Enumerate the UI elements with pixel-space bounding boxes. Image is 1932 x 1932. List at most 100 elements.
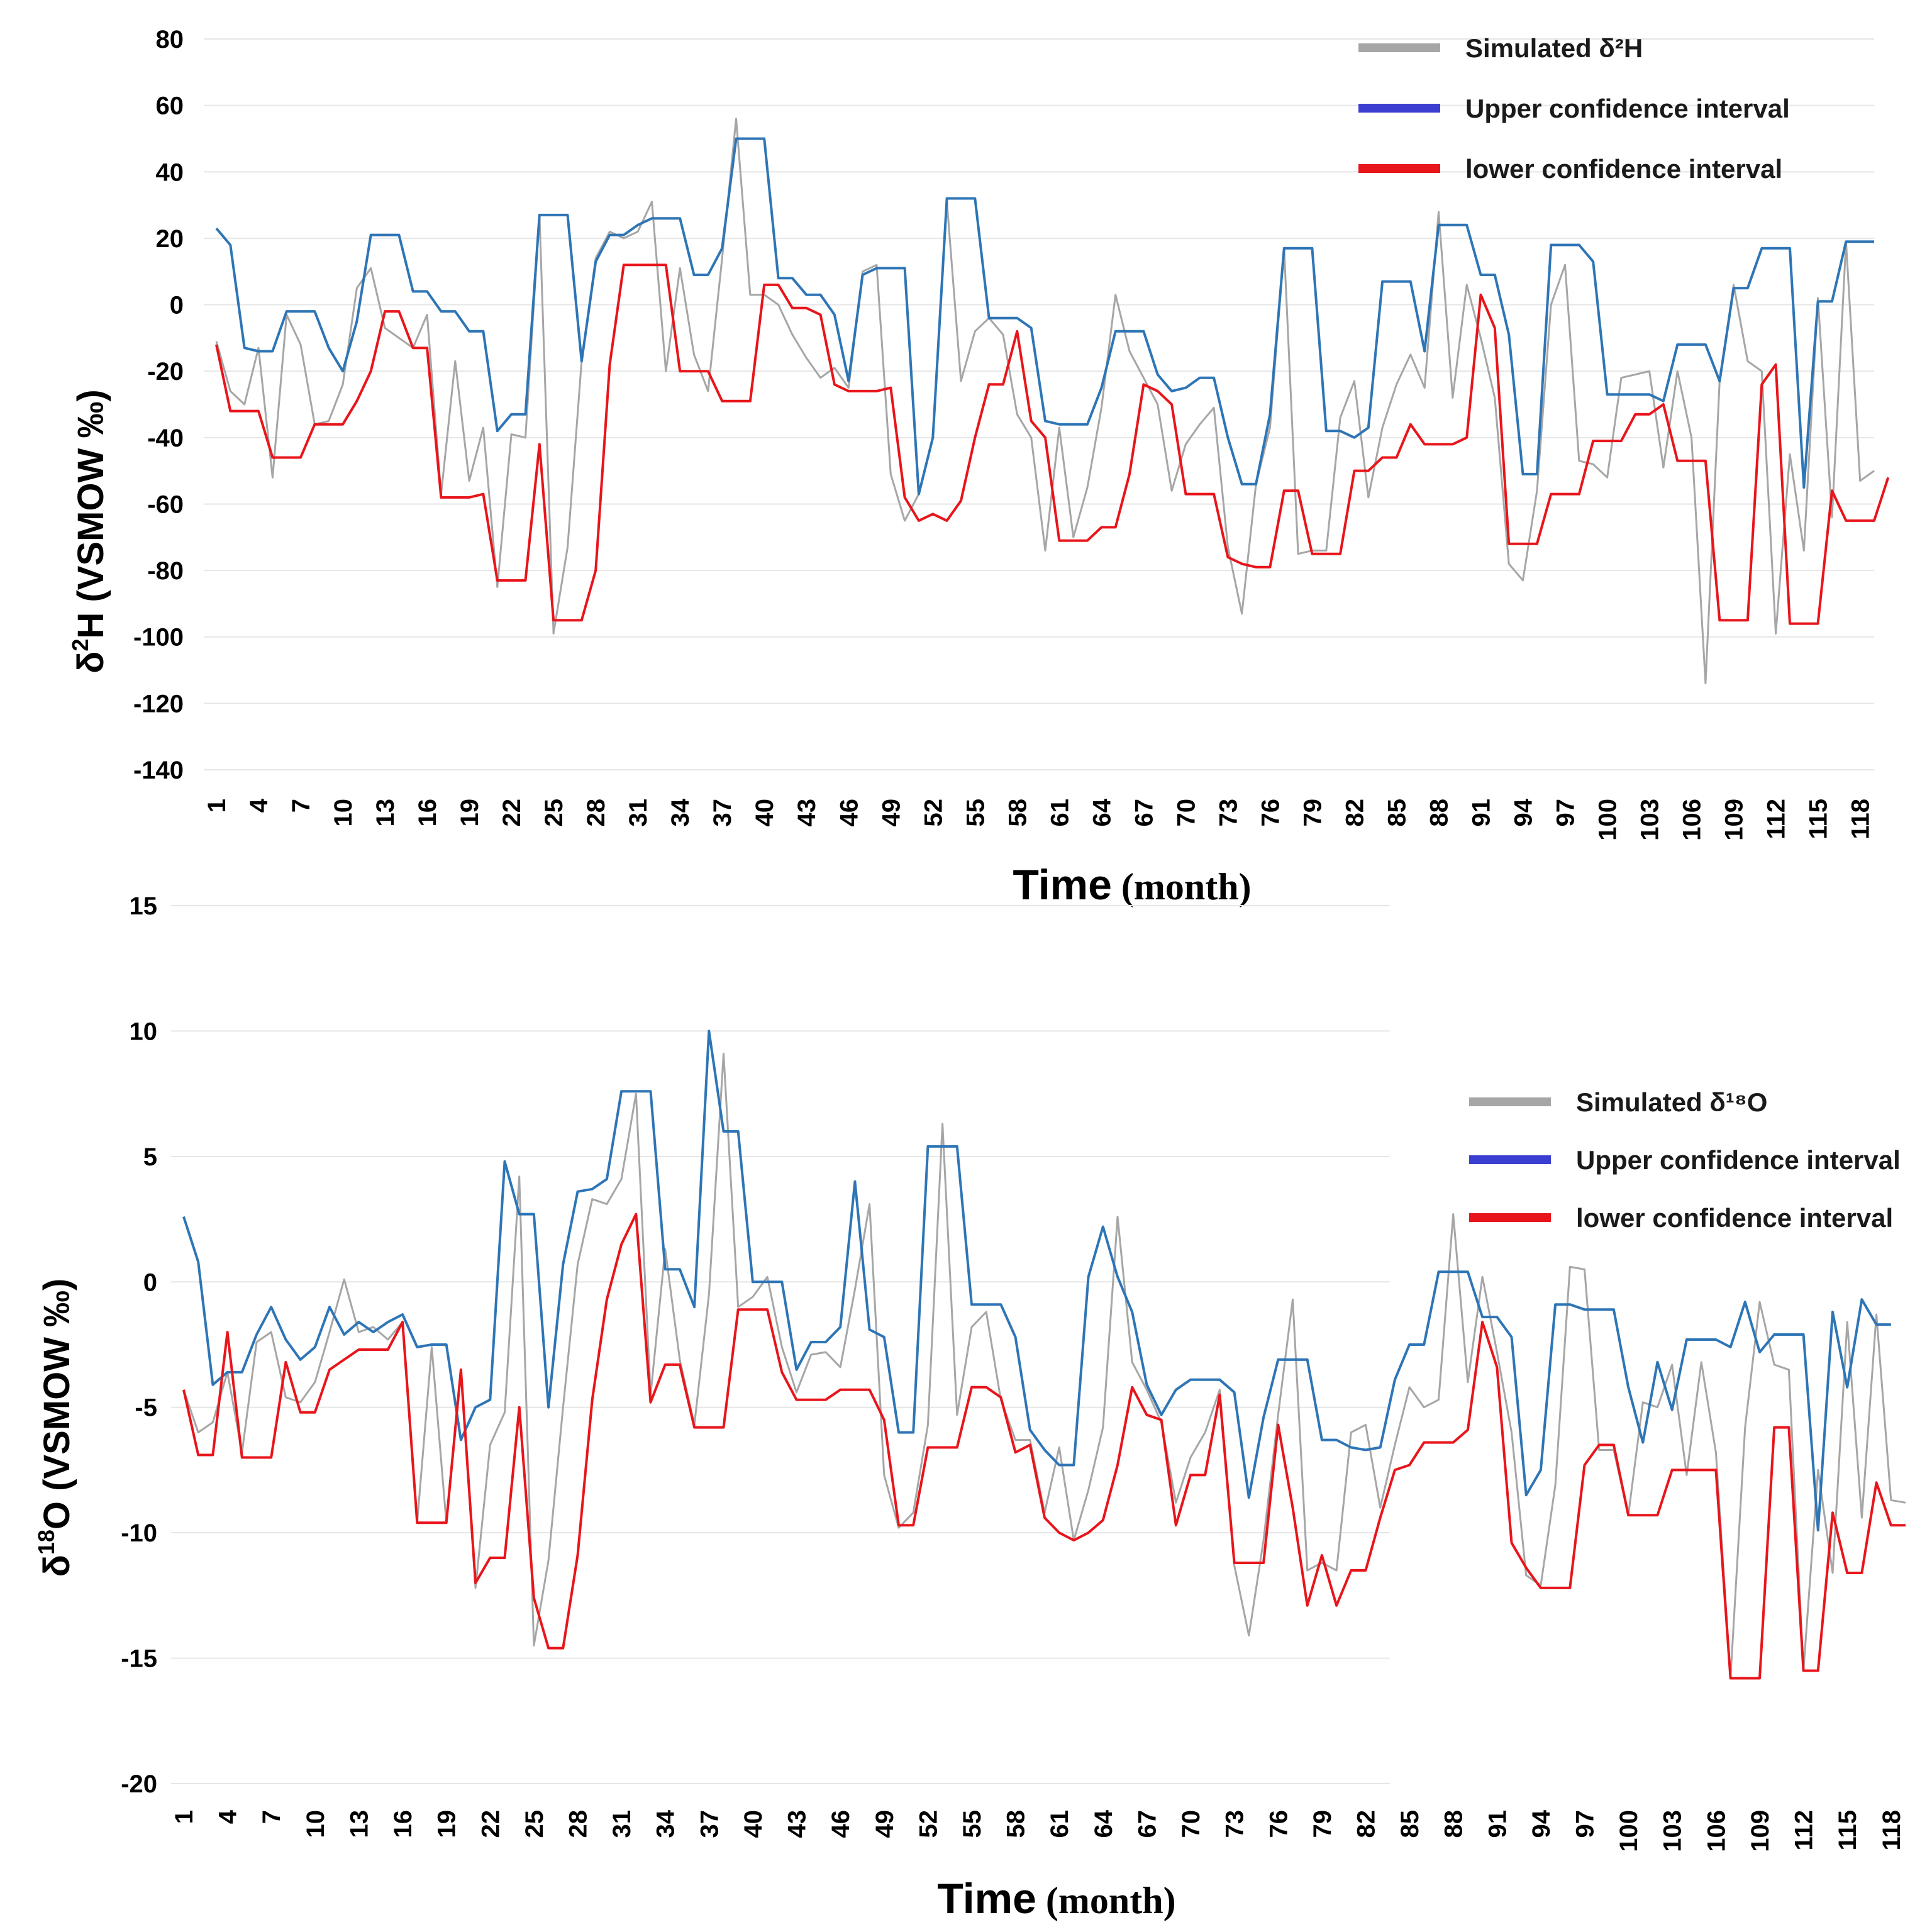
x-tick-label: 55 [958,1810,986,1838]
x-tick-label: 46 [827,1810,855,1838]
y-tick-label: 40 [156,158,184,186]
y-tick-label: -15 [121,1645,157,1673]
x-tick-label: 52 [914,1810,942,1838]
x-tick-label: 31 [625,799,652,827]
x-axis-label: Time (month) [1013,861,1251,909]
x-tick-label: 25 [521,1810,548,1838]
chart-delta2h: 80 60 40 20 0 -20 -40 -60 -80 -100 -120 -140 1 4 7 10 1… [67,26,1890,909]
x-tick-label: 28 [582,799,610,827]
x-tick-label: 19 [456,799,484,827]
x-tick-label: 22 [477,1810,504,1838]
x-tick-label: 34 [667,798,694,826]
y-axis-label: δ18O (VSMOW ‰) [33,1279,77,1577]
x-tick-label: 37 [696,1810,723,1838]
y-tick-label: 80 [156,26,184,53]
x-tick-label: 115 [1805,799,1833,840]
y-tick-label: 20 [156,225,184,253]
legend-label: lower confidence interval [1465,154,1782,184]
x-tick-label: 79 [1309,1810,1336,1838]
x-tick-label: 64 [1088,798,1116,826]
x-tick-label: 82 [1352,1810,1380,1838]
legend-label: Upper confidence interval [1465,94,1790,123]
x-tick-label: 10 [302,1810,330,1838]
x-tick-label: 112 [1763,799,1790,840]
x-tick-label: 97 [1552,799,1580,827]
x-tick-label: 16 [389,1810,417,1838]
x-tick-label: 106 [1702,1810,1730,1852]
x-tick-label: 91 [1468,799,1496,827]
legend-label: Simulated δ¹⁸O [1576,1087,1767,1117]
x-tick-label: 16 [414,799,441,827]
x-tick-label: 88 [1425,799,1453,827]
legend: Simulated δ²H Upper confidence interval lo… [1358,33,1790,184]
x-tick-label: 61 [1046,799,1074,827]
y-tick-label: -20 [147,358,184,386]
x-tick-label: 85 [1396,1810,1424,1838]
y-tick-label: 5 [143,1143,157,1171]
legend-label: Simulated δ²H [1465,33,1643,63]
x-tick-label: 43 [784,1810,811,1838]
y-tick-label: -120 [133,690,184,718]
x-tick-label: 64 [1090,1809,1118,1838]
x-axis-label: Time (month) [937,1875,1175,1923]
series-line-lower [215,264,1890,625]
x-tick-label: 67 [1130,799,1158,827]
x-tick-label: 46 [835,799,863,827]
x-tick-label: 109 [1721,799,1748,841]
x-tick-label: 118 [1878,1810,1906,1851]
legend: Simulated δ¹⁸O Upper confidence interval l… [1469,1087,1901,1233]
x-tick-label: 22 [498,799,526,827]
x-tick-label: 25 [540,799,568,827]
y-tick-label: -40 [147,425,184,452]
x-tick-label: 118 [1847,799,1875,840]
y-tick-label: 15 [130,892,158,920]
x-tick-label: 28 [564,1810,592,1838]
x-tick-label: 49 [871,1810,899,1838]
legend-label: Upper confidence interval [1576,1145,1901,1175]
x-tick-label: 58 [1004,799,1031,827]
x-tick-label: 61 [1046,1810,1074,1838]
x-tick-label: 13 [372,799,399,827]
y-tick-label: -20 [121,1770,157,1798]
x-tick-label: 70 [1172,799,1200,827]
x-tick-label: 67 [1133,1810,1161,1838]
x-tick-label: 100 [1594,799,1622,841]
series-line-upper [182,1030,1891,1532]
x-tick-label: 103 [1659,1810,1687,1852]
y-axis-label: δ2H (VSMOW ‰) [67,389,111,674]
x-tick-label: 40 [740,1810,767,1838]
chart-delta18o: 15 10 5 0 -5 -10 -15 -20 1 4 7 10 13 16 19 22 25 28 31 34 3… [33,892,1906,1923]
x-tick-label: 13 [345,1810,373,1838]
x-tick-label: 115 [1834,1810,1862,1851]
series-line-lower [182,1213,1906,1680]
y-tick-label: -100 [133,624,184,652]
x-tick-label: 79 [1299,799,1326,827]
x-tick-label: 1 [170,1810,198,1824]
x-tick-label: 52 [919,799,947,827]
x-tick-label: 91 [1484,1810,1511,1838]
y-tick-label: 10 [130,1018,158,1045]
x-tick-label: 94 [1528,1809,1555,1838]
y-tick-label: 0 [170,292,184,319]
x-tick-label: 49 [877,799,905,827]
x-tick-label: 73 [1221,1810,1249,1838]
series-line-upper [215,137,1874,496]
x-tick-label: 76 [1265,1810,1292,1838]
y-tick-label: -80 [147,557,184,585]
y-tick-label: -140 [133,757,184,784]
y-tick-label: 0 [143,1269,157,1296]
x-tick-label: 7 [287,799,315,813]
x-tick-label: 58 [1002,1810,1030,1838]
x-tick-label: 1 [203,799,231,813]
x-tick-label: 43 [793,799,821,827]
x-tick-label: 34 [652,1809,680,1838]
x-tick-label: 40 [751,799,779,827]
x-tick-label: 88 [1440,1810,1468,1838]
x-tick-label: 94 [1510,798,1538,826]
x-tick-label: 4 [214,1809,242,1824]
x-tick-label: 37 [709,799,736,827]
y-tick-label: 60 [156,92,184,120]
x-tick-label: 112 [1790,1810,1818,1851]
x-tick-label: 10 [330,799,357,827]
